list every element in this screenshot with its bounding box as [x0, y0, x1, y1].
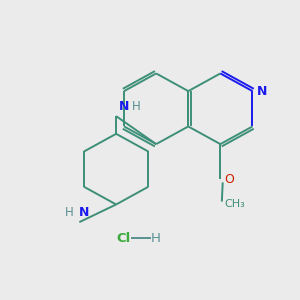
- Text: N: N: [257, 85, 267, 98]
- Text: H: H: [65, 206, 74, 219]
- Text: N: N: [79, 206, 90, 219]
- Text: H: H: [131, 100, 140, 113]
- Text: CH₃: CH₃: [224, 200, 245, 209]
- Text: H: H: [151, 232, 161, 245]
- Text: Cl: Cl: [116, 232, 130, 245]
- Text: N: N: [118, 100, 129, 113]
- Text: O: O: [224, 173, 234, 186]
